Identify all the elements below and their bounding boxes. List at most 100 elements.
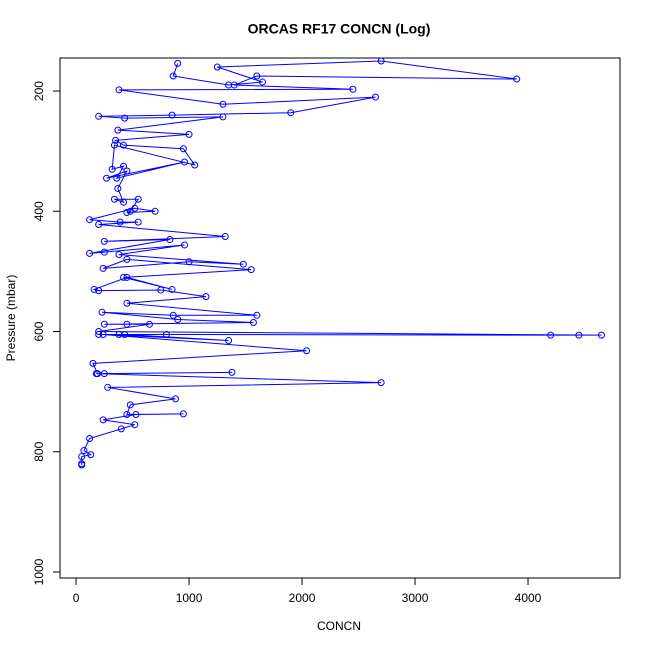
- data-point: [166, 236, 174, 244]
- data-point: [258, 78, 266, 86]
- x-tick-label: 1000: [176, 591, 203, 605]
- data-point: [95, 331, 103, 339]
- data-point: [349, 85, 357, 93]
- data-point: [132, 410, 140, 418]
- data-point: [377, 379, 385, 387]
- data-point: [78, 453, 86, 461]
- data-point: [225, 337, 233, 345]
- y-tick-label: 800: [32, 441, 46, 461]
- x-tick-label: 4000: [515, 591, 542, 605]
- data-point: [185, 130, 193, 138]
- data-point: [181, 241, 189, 249]
- data-point: [123, 320, 131, 328]
- data-point: [123, 299, 131, 307]
- data-point: [157, 286, 165, 294]
- data-point: [371, 93, 379, 101]
- data-point: [219, 113, 227, 121]
- data-point: [162, 331, 170, 339]
- data-point: [191, 161, 199, 169]
- x-tick-label: 2000: [289, 591, 316, 605]
- data-point: [86, 216, 94, 224]
- data-point: [116, 218, 124, 226]
- data-point: [115, 86, 123, 94]
- data-point: [120, 273, 128, 281]
- data-point: [303, 347, 311, 355]
- data-point: [95, 287, 103, 295]
- data-point: [117, 425, 125, 433]
- data-point: [123, 255, 131, 263]
- data-point: [99, 264, 107, 272]
- data-point: [126, 401, 134, 409]
- data-point: [99, 416, 107, 424]
- data-point: [221, 233, 229, 241]
- data-point: [108, 165, 116, 173]
- data-point: [100, 370, 108, 378]
- data-point: [174, 316, 182, 324]
- data-point: [168, 285, 176, 293]
- data-point: [78, 461, 86, 469]
- data-point: [597, 331, 605, 339]
- data-point: [95, 221, 103, 229]
- data-point: [513, 75, 521, 83]
- data-point: [219, 100, 227, 108]
- data-point: [120, 162, 128, 170]
- data-point: [179, 410, 187, 418]
- data-point: [120, 141, 128, 149]
- data-point: [145, 320, 153, 328]
- data-point: [123, 273, 131, 281]
- data-point: [89, 359, 97, 367]
- data-point: [100, 237, 108, 245]
- data-point: [104, 383, 112, 391]
- x-axis-label: CONCN: [317, 619, 361, 633]
- data-point: [134, 195, 142, 203]
- data-point: [114, 184, 122, 192]
- data-point: [103, 174, 111, 182]
- y-axis-label: Pressure (mbar): [4, 275, 18, 362]
- data-point: [80, 447, 88, 455]
- data-point: [131, 204, 139, 212]
- data-point: [123, 410, 131, 418]
- data-point: [131, 421, 139, 429]
- data-point: [86, 435, 94, 443]
- x-tick-label: 0: [73, 591, 80, 605]
- data-point: [121, 114, 129, 122]
- data-point: [121, 331, 129, 339]
- y-tick-label: 400: [32, 201, 46, 221]
- data-point: [168, 111, 176, 119]
- data-point: [99, 331, 107, 339]
- data-point: [174, 59, 182, 67]
- data-point: [87, 451, 95, 459]
- data-point: [202, 293, 210, 301]
- data-point: [230, 81, 238, 89]
- data-point: [247, 266, 255, 274]
- data-point: [110, 195, 118, 203]
- data-point: [179, 145, 187, 153]
- chart-title: ORCAS RF17 CONCN (Log): [248, 21, 431, 37]
- data-point: [86, 249, 94, 257]
- data-point: [100, 248, 108, 256]
- data-point: [239, 260, 247, 268]
- x-tick-label: 3000: [402, 591, 429, 605]
- y-tick-label: 1000: [32, 558, 46, 585]
- data-point: [547, 331, 555, 339]
- data-point: [151, 207, 159, 215]
- data-point: [228, 368, 236, 376]
- series-line: [81, 60, 602, 465]
- data-point: [253, 311, 261, 319]
- data-point: [110, 141, 118, 149]
- data-point: [185, 258, 193, 266]
- data-point: [120, 198, 128, 206]
- data-point: [123, 167, 131, 175]
- data-point: [134, 218, 142, 226]
- data-point: [92, 370, 100, 378]
- data-point: [95, 112, 103, 120]
- data-point: [171, 395, 179, 403]
- data-point: [123, 208, 131, 216]
- data-point: [169, 311, 177, 319]
- y-tick-label: 200: [32, 81, 46, 101]
- data-point: [98, 308, 106, 316]
- data-point: [90, 285, 98, 293]
- data-point: [575, 331, 583, 339]
- data-point: [287, 109, 295, 117]
